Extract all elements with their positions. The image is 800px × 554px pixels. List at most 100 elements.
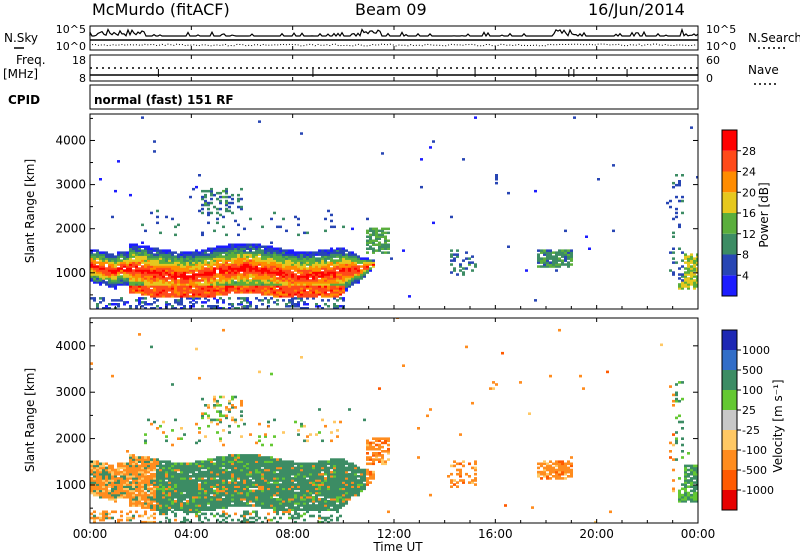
heatmap-cell [678, 223, 681, 227]
heatmap-cell [141, 269, 144, 272]
heatmap-cell [99, 479, 102, 482]
heatmap-cell [297, 506, 300, 509]
heatmap-cell [693, 261, 696, 264]
heatmap-cell [105, 512, 108, 516]
heatmap-cell [333, 303, 336, 306]
heatmap-cell [96, 269, 99, 272]
heatmap-cell [450, 259, 453, 262]
heatmap-cell [306, 257, 309, 260]
heatmap-cell [273, 506, 276, 509]
heatmap-cell [117, 253, 120, 256]
heatmap-cell [330, 487, 333, 491]
heatmap-cell [252, 247, 255, 250]
heatmap-cell [144, 466, 147, 470]
heatmap-cell [159, 269, 162, 272]
heatmap-cell [144, 275, 147, 278]
heatmap-cell [156, 502, 159, 505]
heatmap-cell [537, 261, 540, 264]
heatmap-cell [144, 506, 147, 509]
heatmap-cell [681, 251, 684, 254]
heatmap-cell [309, 271, 312, 274]
heatmap-cell [180, 437, 183, 440]
heatmap-cell [138, 504, 141, 507]
heatmap-cell [291, 291, 294, 294]
heatmap-cell [243, 491, 246, 495]
heatmap-cell [327, 460, 330, 463]
heatmap-cell [363, 269, 366, 272]
heatmap-cell [132, 470, 135, 474]
heatmap-cell [183, 273, 186, 276]
heatmap-cell [117, 269, 120, 272]
heatmap-cell [237, 245, 240, 248]
heatmap-cell [234, 265, 237, 268]
heatmap-cell [270, 443, 273, 447]
heatmap-cell [147, 460, 150, 463]
heatmap-cell [693, 263, 696, 266]
heatmap-cell [183, 287, 186, 290]
heatmap-cell [168, 485, 171, 488]
heatmap-cell [237, 257, 240, 260]
heatmap-cell [90, 265, 93, 268]
heatmap-cell [249, 493, 252, 497]
heatmap-cell [285, 485, 288, 488]
heatmap-cell [291, 253, 294, 256]
heatmap-cell [258, 269, 261, 272]
heatmap-cell [138, 285, 141, 288]
heatmap-cell [207, 495, 210, 499]
heatmap-cell [234, 283, 237, 286]
heatmap-cell [189, 195, 192, 199]
heatmap-cell [279, 468, 282, 472]
heatmap-cell [369, 229, 372, 233]
heatmap-cell [306, 489, 309, 493]
heatmap-cell [228, 265, 231, 268]
heatmap-cell [240, 263, 243, 266]
heatmap-cell [90, 477, 93, 480]
heatmap-cell [312, 514, 315, 518]
heatmap-cell [147, 466, 150, 470]
heatmap-cell [240, 243, 243, 246]
heatmap-cell [285, 269, 288, 272]
heatmap-cell [204, 271, 207, 274]
heatmap-cell [288, 489, 291, 493]
heatmap-cell [105, 255, 108, 258]
heatmap-cell [312, 472, 315, 476]
heatmap-cell [270, 477, 273, 480]
heatmap-cell [141, 487, 144, 491]
heatmap-cell [219, 265, 222, 268]
heatmap-cell [156, 475, 159, 478]
heatmap-cell [321, 251, 324, 254]
heatmap-cell [243, 259, 246, 262]
heatmap-cell [186, 283, 189, 286]
heatmap-cell [210, 265, 213, 268]
heatmap-cell [198, 281, 201, 284]
heatmap-cell [222, 500, 225, 503]
heatmap-cell [150, 475, 153, 478]
heatmap-cell [321, 475, 324, 478]
heatmap-cell [186, 462, 189, 466]
heatmap-cell [357, 257, 360, 260]
heatmap-cell [189, 485, 192, 488]
heatmap-cell [678, 267, 681, 270]
heatmap-cell [204, 464, 207, 468]
heatmap-cell [153, 307, 156, 309]
heatmap-cell [420, 185, 423, 189]
heatmap-cell [120, 514, 123, 518]
heatmap-cell [309, 477, 312, 480]
heatmap-cell [537, 255, 540, 258]
heatmap-cell [285, 291, 288, 294]
heatmap-cell [303, 265, 306, 268]
heatmap-cell [357, 271, 360, 274]
heatmap-cell [144, 249, 147, 252]
heatmap-cell [231, 287, 234, 290]
heatmap-cell [189, 297, 192, 300]
heatmap-cell [264, 259, 267, 262]
heatmap-cell [213, 508, 216, 511]
heatmap-cell [306, 470, 309, 474]
heatmap-cell [345, 261, 348, 264]
heatmap-cell [495, 174, 498, 177]
heatmap-cell [144, 468, 147, 472]
heatmap-cell [342, 485, 345, 488]
heatmap-cell [210, 259, 213, 262]
heatmap-cell [333, 489, 336, 493]
heatmap-cell [138, 489, 141, 493]
